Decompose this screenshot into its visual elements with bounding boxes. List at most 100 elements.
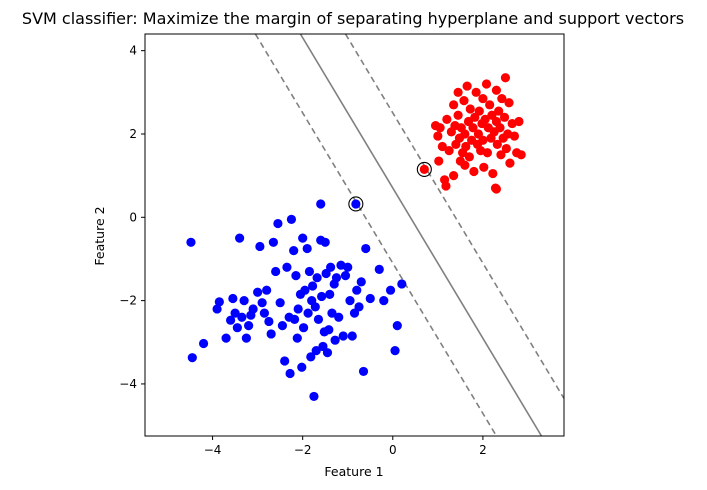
plot-area: −4 −2 0 2 −4 −2 0 2 4 <box>119 33 565 457</box>
data-point <box>280 356 290 366</box>
data-point <box>334 312 344 322</box>
data-point <box>480 114 490 124</box>
data-point <box>514 116 524 127</box>
support-vectors <box>348 161 432 212</box>
data-point <box>313 314 324 324</box>
data-point <box>320 237 330 247</box>
data-point <box>460 160 470 170</box>
y-tick-label: −4 <box>119 377 137 391</box>
data-point <box>478 93 488 104</box>
data-point <box>462 81 472 91</box>
data-point <box>469 166 479 177</box>
data-point <box>444 146 454 156</box>
data-point <box>385 285 396 295</box>
data-point <box>351 199 361 209</box>
data-point <box>471 87 481 97</box>
data-point <box>327 308 337 318</box>
data-point <box>235 233 245 243</box>
separating-hyperplane-line <box>299 34 543 436</box>
data-point <box>468 123 478 133</box>
data-point <box>302 243 312 254</box>
series-2-points <box>419 73 526 194</box>
data-point <box>289 246 299 256</box>
data-point <box>282 262 292 272</box>
data-point <box>187 353 197 363</box>
data-point <box>277 321 288 331</box>
data-point <box>214 297 224 307</box>
data-point <box>255 241 265 252</box>
data-point <box>253 287 263 297</box>
plot-frame <box>144 33 565 437</box>
data-point <box>275 298 285 308</box>
y-axis-label: Feature 2 <box>92 206 107 265</box>
x-tick-label: −4 <box>204 443 222 457</box>
data-point <box>419 164 429 174</box>
data-point <box>504 98 514 108</box>
data-point <box>516 150 526 160</box>
data-point <box>264 316 274 327</box>
data-point <box>492 139 502 149</box>
data-point <box>289 314 300 324</box>
data-point <box>291 271 301 281</box>
data-point <box>340 271 351 281</box>
data-point <box>239 296 249 306</box>
y-tick-label: 0 <box>129 210 137 224</box>
data-point <box>390 346 400 356</box>
data-point <box>230 308 240 318</box>
data-point <box>232 323 242 333</box>
margin-lower-line <box>254 34 498 436</box>
chart-title: SVM classifier: Maximize the margin of s… <box>22 9 684 28</box>
data-point <box>464 152 474 162</box>
data-point <box>310 302 320 312</box>
data-point <box>453 110 463 120</box>
data-point <box>292 333 302 343</box>
data-point <box>365 293 375 304</box>
data-point <box>499 112 510 122</box>
data-point <box>309 391 319 402</box>
data-point <box>491 184 502 194</box>
data-point <box>343 262 353 272</box>
data-point <box>442 114 452 124</box>
y-tick-label: −2 <box>119 294 137 308</box>
data-point <box>397 279 407 289</box>
data-point <box>460 129 470 139</box>
y-tick-label: 4 <box>129 44 137 58</box>
data-point <box>491 85 502 95</box>
data-point <box>306 352 316 362</box>
data-point <box>500 73 511 83</box>
data-point <box>312 273 322 283</box>
data-point <box>326 262 336 272</box>
data-point <box>324 325 334 335</box>
data-point <box>501 143 511 154</box>
data-point <box>392 321 402 331</box>
data-point <box>496 150 506 160</box>
data-point <box>244 321 254 331</box>
data-point <box>497 93 507 104</box>
data-point <box>358 366 369 377</box>
data-point <box>433 131 443 141</box>
x-tick-label: −2 <box>294 443 312 457</box>
data-point <box>505 158 515 168</box>
data-point <box>435 123 445 133</box>
data-point <box>347 331 357 341</box>
series-1-points <box>186 199 407 402</box>
data-point <box>478 135 488 145</box>
data-point <box>482 148 493 158</box>
data-point <box>338 331 348 341</box>
support-vector-marker <box>348 196 364 212</box>
data-point <box>488 168 498 179</box>
margin-upper-line <box>344 34 564 399</box>
x-tick-label: 0 <box>389 443 397 457</box>
support-vector-marker <box>416 161 432 177</box>
data-point <box>465 104 475 114</box>
data-point <box>241 333 251 343</box>
data-point <box>308 281 318 291</box>
data-point <box>268 237 279 247</box>
data-point <box>303 308 313 318</box>
data-point <box>285 368 295 379</box>
data-point <box>286 214 297 224</box>
data-point <box>379 296 389 306</box>
data-point <box>297 362 307 372</box>
